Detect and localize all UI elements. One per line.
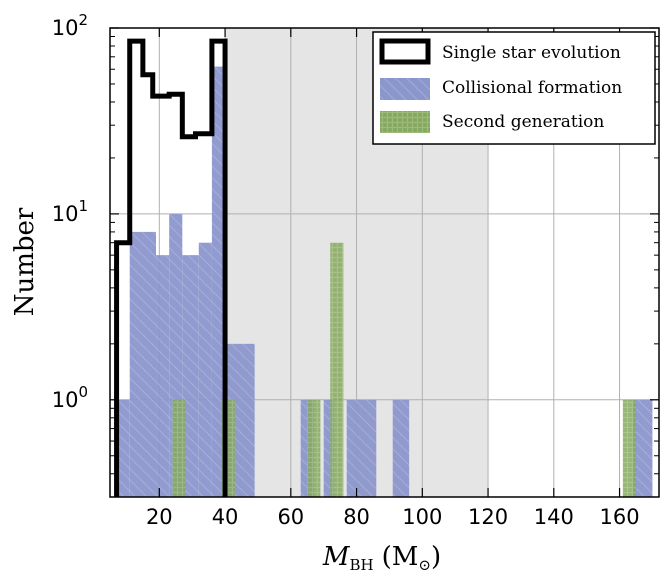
collisional-bar <box>211 66 226 497</box>
y-tick-label: 101 <box>52 197 88 226</box>
legend: Single star evolution Collisional format… <box>372 31 656 145</box>
y-tick-label: 100 <box>52 383 88 412</box>
y-axis-label: Number <box>10 207 40 316</box>
x-tick-label: 100 <box>402 505 442 529</box>
second-generation-bar <box>330 242 344 497</box>
tick-marks <box>110 27 659 498</box>
legend-label-second-gen: Second generation <box>442 112 604 132</box>
x-tick-label: 80 <box>343 505 370 529</box>
y-tick-label: 102 <box>52 11 88 40</box>
collisional-bar <box>323 399 334 497</box>
x-tick-label: 120 <box>468 505 508 529</box>
axes-frame <box>109 27 660 498</box>
collisional-bar <box>632 399 653 497</box>
x-axis-label: MBH (M⊙) <box>322 542 441 574</box>
second-generation-bar <box>307 399 321 497</box>
x-tick-label: 40 <box>212 505 239 529</box>
legend-swatch-second-gen <box>380 111 430 133</box>
second-generation-bar <box>172 399 186 497</box>
x-tick-label: 60 <box>277 505 304 529</box>
legend-swatch-collisional <box>380 78 430 100</box>
x-tick-label: 140 <box>534 505 574 529</box>
legend-swatch-single-star <box>379 38 431 65</box>
step-outline <box>114 38 228 497</box>
single-star-step-line <box>114 38 228 497</box>
second-generation-bar <box>622 399 636 497</box>
collisional-bar <box>129 231 157 497</box>
histogram-bars <box>116 66 653 497</box>
plot-frame <box>109 27 660 498</box>
x-tick-labels: 20 40 60 80 100 120 140 160 <box>146 505 640 529</box>
collisional-bar <box>116 399 130 497</box>
collisional-bar <box>198 242 212 497</box>
legend-label-collisional: Collisional formation <box>442 78 622 98</box>
collisional-bar <box>156 255 170 497</box>
x-tick-label: 20 <box>146 505 173 529</box>
collisional-bar <box>346 399 377 497</box>
x-tick-label: 160 <box>600 505 640 529</box>
collisional-bar <box>182 255 199 497</box>
y-tick-labels: 100 101 102 <box>52 11 88 412</box>
legend-label-single-star: Single star evolution <box>442 43 621 63</box>
collisional-bar <box>392 399 410 497</box>
